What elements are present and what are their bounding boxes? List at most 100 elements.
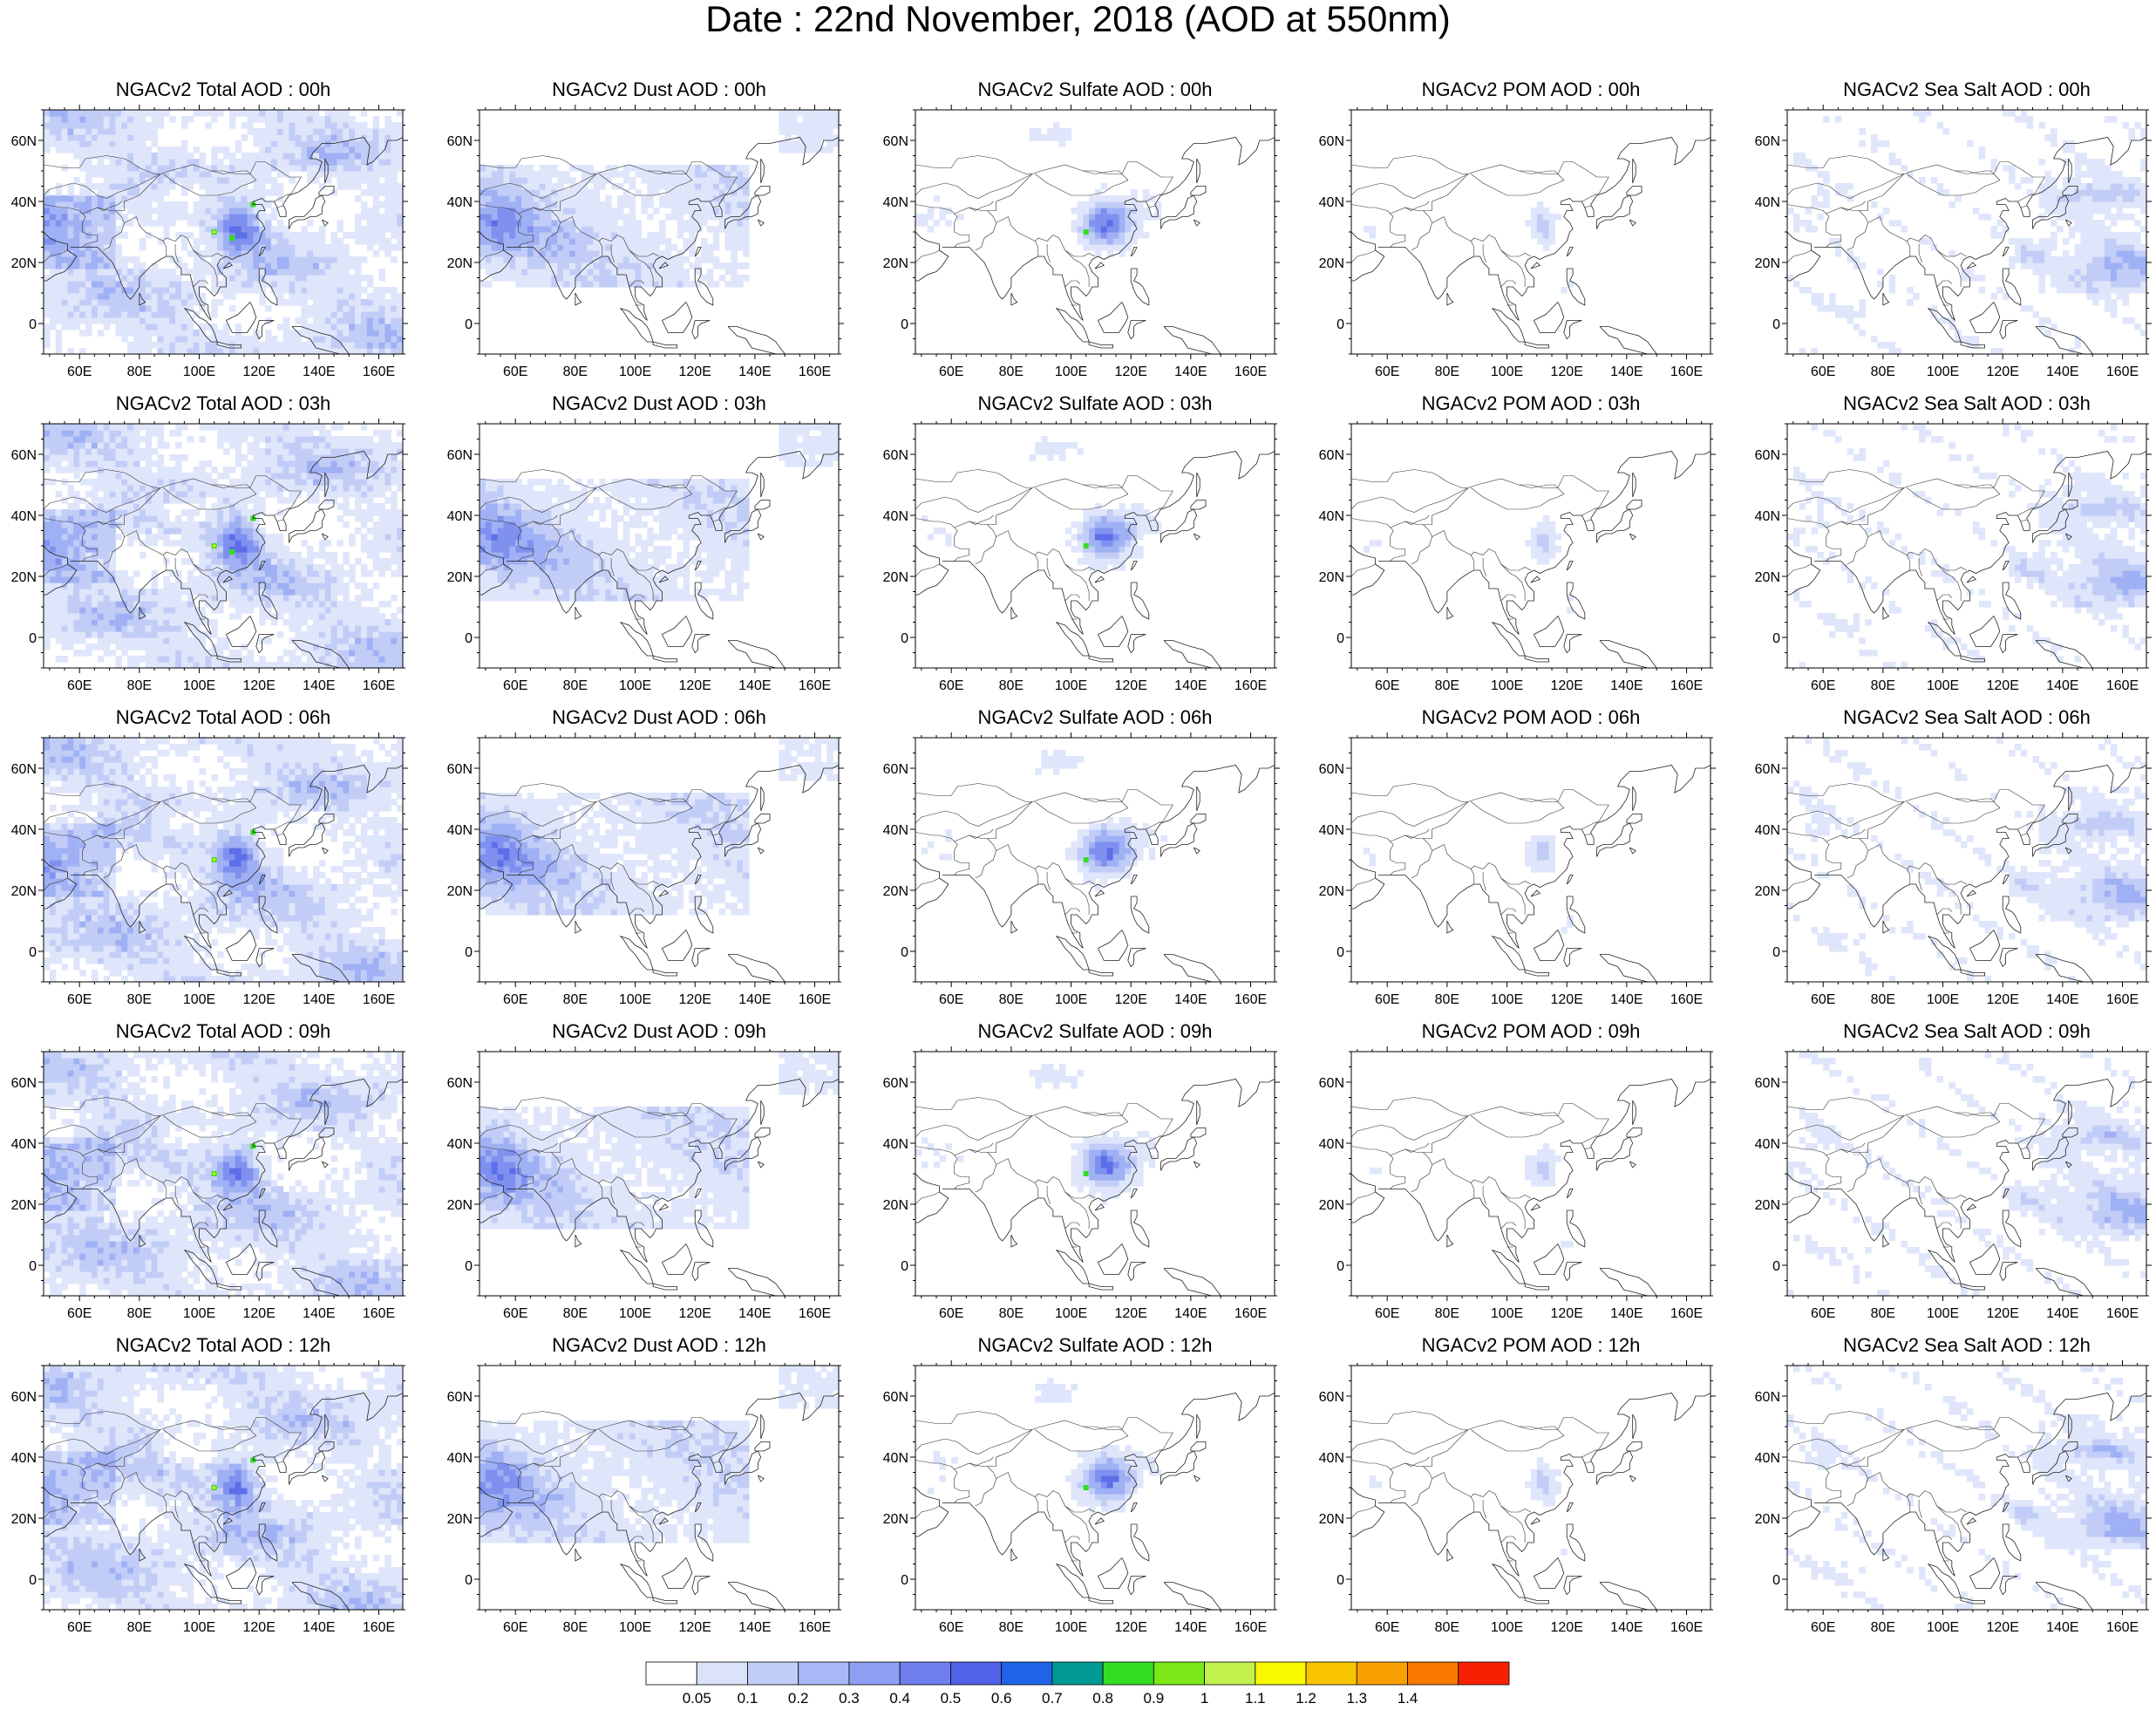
lat-tick-label: 60N [1755, 762, 1780, 777]
lat-tick-label: 60N [1755, 134, 1780, 149]
lon-tick-label: 100E [1055, 678, 1087, 693]
lat-tick-label: 20N [1755, 1198, 1780, 1213]
lon-tick-label: 100E [1055, 992, 1087, 1007]
lon-tick-label: 80E [127, 1306, 152, 1321]
lon-tick-label: 80E [1871, 1620, 1895, 1635]
lon-tick-label: 60E [67, 364, 92, 379]
lon-tick-label: 140E [1174, 992, 1207, 1007]
lat-tick-label: 40N [11, 509, 37, 524]
colorbar-swatch [950, 1662, 1001, 1685]
lon-tick-label: 120E [679, 364, 711, 379]
lon-tick-label: 120E [1115, 364, 1147, 379]
lat-tick-label: 60N [1319, 762, 1344, 777]
lon-tick-label: 120E [243, 678, 275, 693]
lon-tick-label: 160E [799, 1306, 831, 1321]
lon-tick-label: 160E [1234, 678, 1267, 693]
lon-tick-label: 140E [1610, 992, 1643, 1007]
lon-tick-label: 160E [2106, 678, 2139, 693]
lon-tick-label: 60E [503, 364, 527, 379]
lon-tick-label: 100E [619, 992, 651, 1007]
lat-tick-label: 60N [11, 448, 37, 463]
lat-tick-label: 0 [465, 1259, 473, 1274]
lon-tick-label: 120E [1551, 1306, 1583, 1321]
colorbar-label: 0.6 [991, 1690, 1012, 1706]
lon-tick-label: 120E [1551, 364, 1583, 379]
lat-tick-label: 40N [883, 195, 908, 210]
lat-tick-label: 20N [1319, 570, 1344, 585]
colorbar-swatch [1002, 1662, 1052, 1685]
lat-tick-label: 20N [883, 1198, 908, 1213]
lon-tick-label: 100E [183, 678, 215, 693]
aod-shading [479, 1366, 840, 1543]
lat-tick-label: 0 [1772, 631, 1780, 646]
lon-tick-label: 140E [303, 1620, 335, 1635]
lon-tick-label: 120E [1115, 1306, 1147, 1321]
lon-tick-label: 160E [363, 992, 395, 1007]
lon-tick-label: 140E [303, 992, 335, 1007]
lat-tick-label: 0 [901, 631, 908, 646]
lat-tick-label: 40N [1755, 195, 1780, 210]
lat-tick-label: 40N [1755, 1451, 1780, 1466]
lon-tick-label: 120E [1987, 992, 2019, 1007]
country-borders [1351, 1098, 1608, 1248]
lon-tick-label: 80E [1435, 1620, 1459, 1635]
lon-tick-label: 160E [1670, 1620, 1703, 1635]
lat-tick-label: 40N [1755, 509, 1780, 524]
lon-tick-label: 140E [1174, 364, 1207, 379]
lon-tick-label: 140E [1174, 1306, 1207, 1321]
lon-tick-label: 100E [1927, 1620, 1959, 1635]
lon-tick-label: 140E [2046, 992, 2078, 1007]
lat-tick-label: 60N [447, 762, 473, 777]
lon-tick-label: 140E [2046, 364, 2078, 379]
lon-tick-label: 120E [679, 678, 711, 693]
lon-tick-label: 160E [2106, 1306, 2139, 1321]
lat-tick-label: 0 [1336, 1259, 1344, 1274]
lon-tick-label: 140E [1174, 678, 1207, 693]
lon-tick-label: 60E [67, 1306, 92, 1321]
colorbar-label: 0.2 [788, 1690, 809, 1706]
colorbar-swatch [1255, 1662, 1306, 1685]
lat-tick-label: 0 [29, 1259, 37, 1274]
lon-tick-label: 160E [1670, 992, 1703, 1007]
lat-tick-label: 60N [447, 1076, 473, 1091]
colorbar-swatch [799, 1662, 849, 1685]
lat-tick-label: 60N [1319, 134, 1344, 149]
lat-tick-label: 60N [447, 1390, 473, 1405]
lat-tick-label: 20N [1755, 256, 1780, 271]
aod-shading [1787, 1052, 2147, 1297]
lat-tick-label: 20N [883, 1512, 908, 1527]
lon-tick-label: 160E [1234, 1620, 1267, 1635]
colorbar-label: 0.05 [683, 1690, 711, 1706]
lat-tick-label: 20N [1319, 1198, 1344, 1213]
lat-tick-label: 40N [883, 1137, 908, 1152]
lon-tick-label: 120E [1987, 364, 2019, 379]
lon-tick-label: 100E [1927, 678, 1959, 693]
lat-tick-label: 20N [1755, 570, 1780, 585]
lon-tick-label: 140E [1610, 364, 1643, 379]
lon-tick-label: 60E [1375, 1306, 1399, 1321]
lon-tick-label: 120E [1987, 678, 2019, 693]
lon-tick-label: 60E [1811, 1620, 1835, 1635]
lat-tick-label: 0 [901, 945, 908, 960]
lon-tick-label: 100E [183, 992, 215, 1007]
aod-shading [1370, 1457, 1568, 1556]
lon-tick-label: 160E [1670, 678, 1703, 693]
lon-tick-label: 160E [799, 992, 831, 1007]
lat-tick-label: 20N [447, 1512, 473, 1527]
lon-tick-label: 160E [363, 364, 395, 379]
aod-shading [1787, 424, 2147, 669]
colorbar-swatch [697, 1662, 747, 1685]
